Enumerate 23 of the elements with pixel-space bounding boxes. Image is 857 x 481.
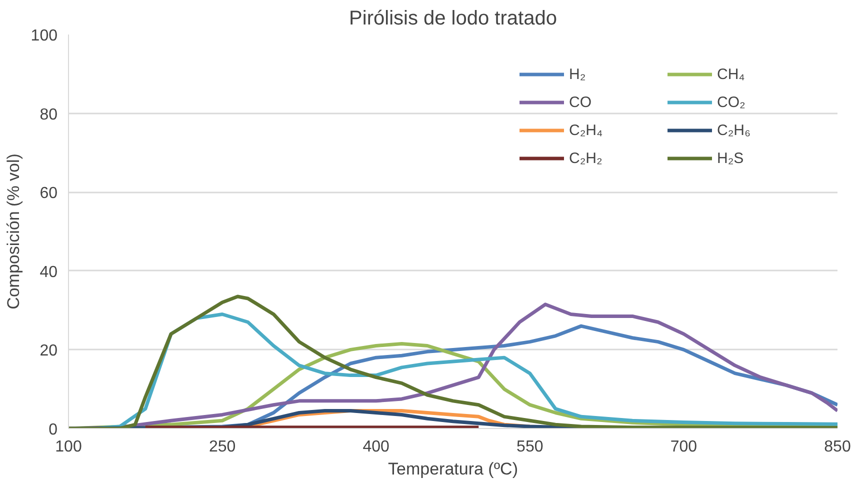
- y-tick-label: 20: [40, 342, 58, 360]
- x-tick-label: 700: [670, 438, 698, 456]
- legend-label: H₂: [569, 66, 587, 82]
- x-tick-label: 400: [362, 438, 390, 456]
- legend-label: C₂H₂: [569, 150, 604, 166]
- chart-title: Pirólisis de lodo tratado: [349, 8, 557, 30]
- y-axis-title: Composición (% vol): [4, 154, 23, 310]
- legend-label: CH₄: [717, 66, 746, 82]
- y-tick-label: 60: [40, 185, 58, 202]
- legend-label: C₂H₆: [717, 122, 752, 138]
- y-tick-label: 0: [48, 422, 58, 438]
- x-axis-title: Temperatura (ºC): [388, 460, 518, 478]
- legend-label: CO₂: [717, 94, 746, 110]
- legend-label: CO: [569, 94, 592, 110]
- y-tick-label: 100: [30, 28, 58, 44]
- y-tick-label: 80: [40, 106, 58, 124]
- legend-label: H₂S: [717, 150, 745, 166]
- x-tick-label: 100: [55, 438, 82, 456]
- legend-label: C₂H₄: [569, 122, 604, 138]
- x-tick-label: 550: [516, 438, 544, 456]
- x-tick-label: 250: [208, 438, 236, 456]
- y-tick-label: 40: [40, 264, 58, 281]
- x-tick-label: 850: [824, 438, 851, 456]
